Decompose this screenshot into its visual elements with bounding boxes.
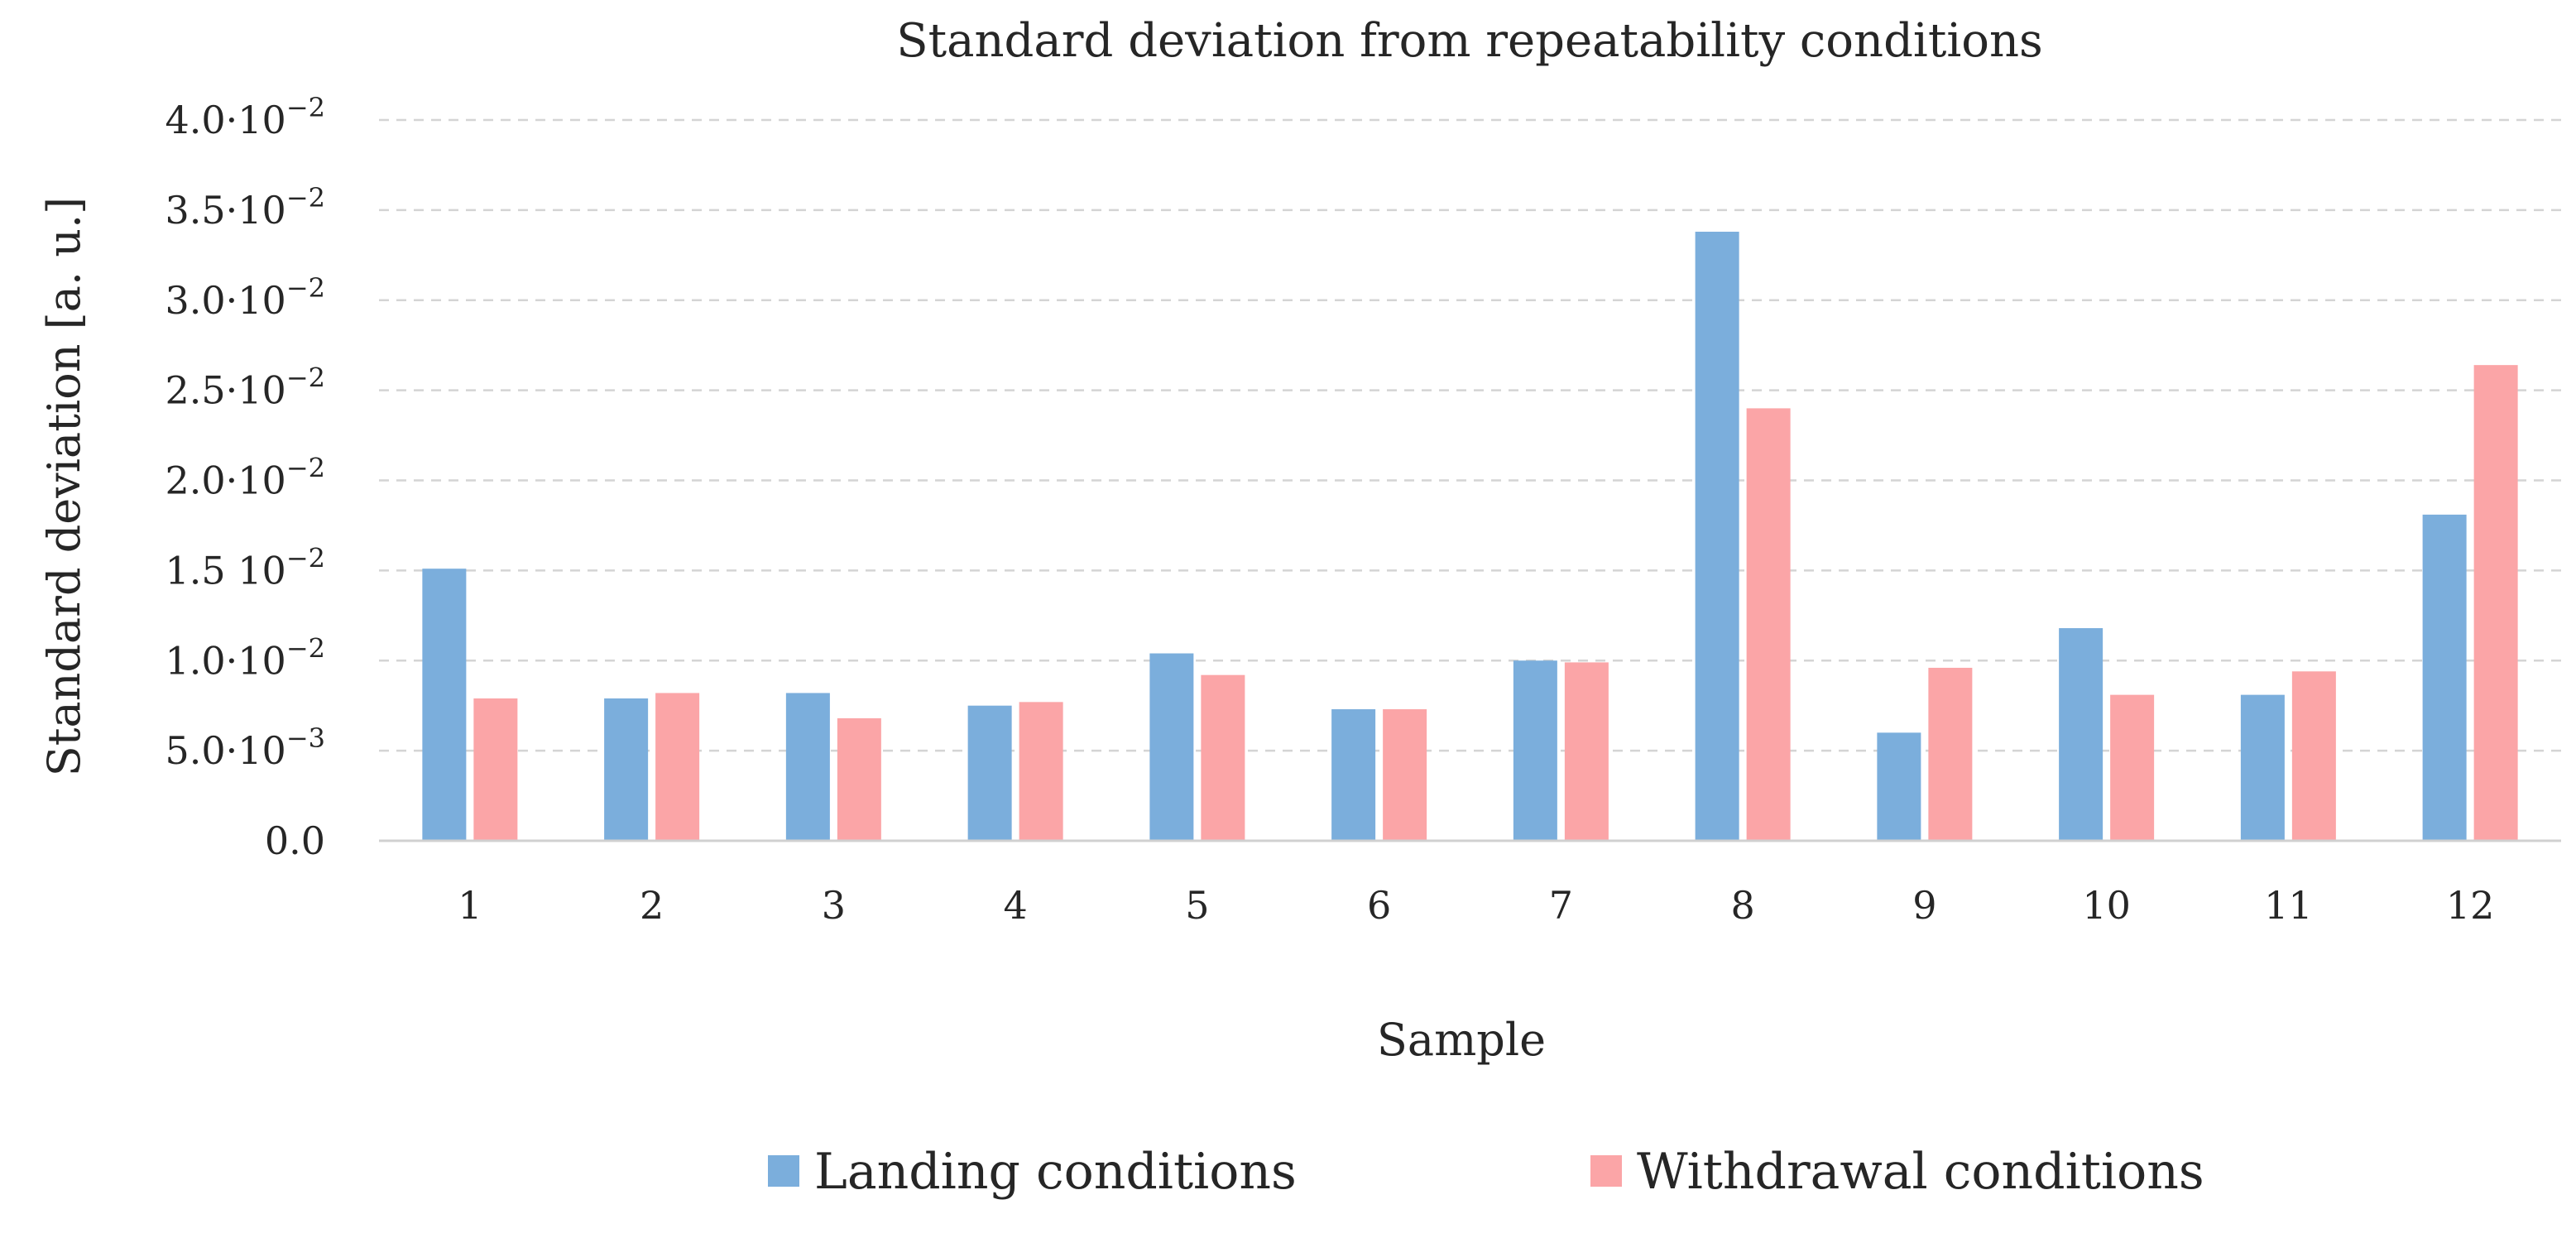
x-tick-label: 2	[640, 883, 664, 928]
bar-withdrawal-12	[2473, 365, 2518, 841]
x-axis-label: Sample	[1377, 1014, 1546, 1066]
gridlines	[379, 118, 2561, 752]
x-tick-label: 9	[1912, 883, 1936, 928]
bar-landing-4	[967, 705, 1012, 841]
bar-landing-1	[422, 569, 467, 841]
bar-withdrawal-4	[1019, 702, 1063, 841]
y-tick-label: 2.5·10−2	[165, 362, 325, 413]
bar-landing-6	[1331, 709, 1376, 841]
bar-landing-7	[1513, 660, 1557, 841]
x-axis-ticks: 1 2 3 4 5 6 7 8 9 10 11 12	[458, 883, 2494, 928]
chart-title: Standard deviation from repeatability co…	[896, 14, 2043, 68]
bar-landing-10	[2059, 628, 2103, 841]
x-tick-label: 3	[822, 883, 846, 928]
legend-label-landing: Landing conditions	[814, 1143, 1297, 1201]
x-tick-label: 6	[1367, 883, 1391, 928]
bar-withdrawal-10	[2110, 694, 2155, 841]
legend: Landing conditions Withdrawal conditions	[768, 1143, 2204, 1201]
bar-landing-5	[1149, 653, 1194, 841]
x-tick-label: 8	[1730, 883, 1754, 928]
y-tick-label: 4.0·10−2	[165, 92, 325, 142]
bar-landing-9	[1877, 732, 1921, 841]
x-tick-label: 10	[2082, 883, 2131, 928]
bar-withdrawal-7	[1564, 662, 1609, 841]
legend-label-withdrawal: Withdrawal conditions	[1637, 1143, 2204, 1201]
x-tick-label: 4	[1003, 883, 1027, 928]
y-tick-label: 5.0·10−3	[165, 722, 325, 773]
bar-landing-12	[2422, 514, 2467, 841]
x-tick-label: 5	[1185, 883, 1209, 928]
bar-landing-11	[2240, 694, 2285, 841]
x-tick-label: 12	[2446, 883, 2495, 928]
y-tick-label: 0.0	[265, 818, 325, 863]
y-tick-label: 1.5 10−2	[165, 542, 325, 593]
legend-swatch-landing	[768, 1155, 799, 1187]
y-axis-ticks: 0.0 5.0·10−3 1.0·10−2 1.5 10−2 2.0·10−2 2.5·1…	[165, 92, 325, 863]
bar-withdrawal-5	[1201, 674, 1245, 841]
bars	[422, 232, 2518, 841]
bar-landing-3	[785, 693, 830, 841]
y-axis-label: Standard deviation [a. u.]	[38, 197, 90, 777]
y-tick-label: 2.0·10−2	[165, 453, 325, 503]
bar-withdrawal-9	[1928, 667, 1973, 841]
y-tick-label: 3.0·10−2	[165, 272, 325, 323]
y-tick-label: 3.5·10−2	[165, 182, 325, 233]
bar-withdrawal-1	[473, 698, 518, 841]
bar-withdrawal-11	[2291, 671, 2336, 841]
bar-withdrawal-8	[1746, 408, 1791, 841]
bar-withdrawal-3	[837, 717, 881, 841]
x-tick-label: 1	[458, 883, 482, 928]
bar-landing-8	[1695, 232, 1739, 841]
x-tick-label: 7	[1549, 883, 1573, 928]
bar-withdrawal-2	[655, 693, 700, 841]
x-tick-label: 11	[2264, 883, 2313, 928]
legend-swatch-withdrawal	[1590, 1155, 1622, 1187]
y-tick-label: 1.0·10−2	[165, 632, 325, 683]
bar-withdrawal-6	[1383, 709, 1427, 841]
bar-landing-2	[604, 698, 649, 841]
